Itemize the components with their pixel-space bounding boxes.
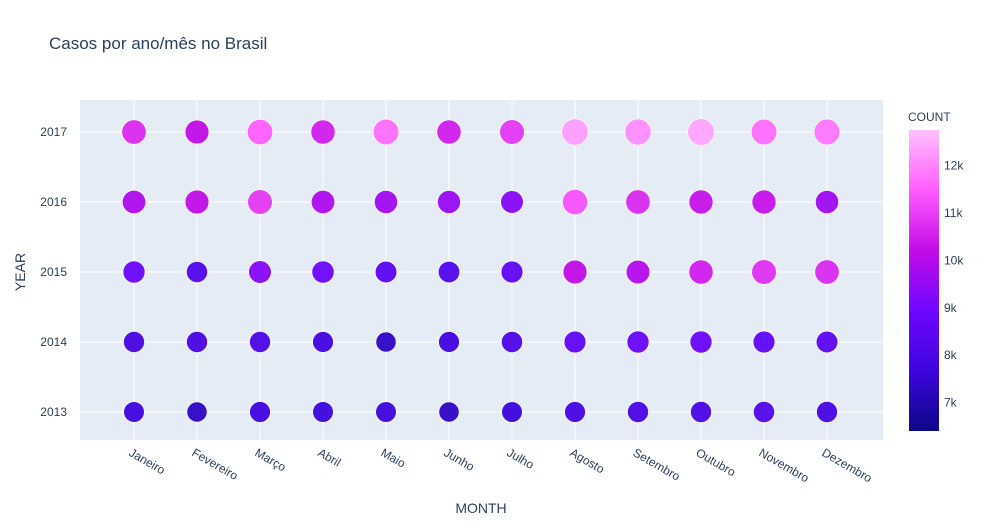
colorbar-tick-label: 8k — [944, 348, 958, 362]
colorbar — [909, 130, 939, 431]
y-tick-label: 2016 — [40, 195, 67, 209]
data-point — [687, 118, 715, 146]
data-point — [249, 331, 271, 353]
data-point — [123, 401, 145, 423]
data-point — [813, 118, 841, 146]
data-point — [375, 401, 397, 423]
data-point — [688, 189, 714, 215]
y-tick-label: 2017 — [40, 125, 67, 139]
data-point — [752, 330, 776, 354]
data-point — [184, 119, 210, 145]
data-point — [688, 259, 714, 285]
data-point — [310, 190, 335, 215]
data-point — [500, 260, 524, 284]
y-tick-label: 2014 — [40, 335, 67, 349]
data-point — [374, 260, 398, 284]
data-point — [186, 401, 208, 423]
data-point — [689, 330, 713, 354]
plot-area — [80, 100, 883, 440]
data-point — [814, 259, 840, 285]
x-tick-label: Julho — [505, 445, 537, 472]
y-axis-label: YEAR — [12, 253, 28, 291]
data-point — [562, 259, 588, 285]
data-point — [247, 189, 273, 215]
data-point — [311, 260, 335, 284]
data-point — [625, 259, 651, 285]
data-point — [751, 259, 777, 285]
data-point — [123, 331, 145, 353]
data-point — [438, 401, 460, 423]
x-tick-labels: Janeiro Fevereiro Março Abril Maio Junho Julho… — [127, 445, 875, 485]
data-point — [750, 118, 778, 146]
data-point — [438, 331, 460, 353]
data-point — [249, 401, 271, 423]
data-point — [563, 330, 587, 354]
data-point — [437, 260, 460, 283]
x-tick-label: Março — [253, 445, 289, 474]
data-point — [690, 401, 712, 423]
data-point — [625, 189, 651, 215]
data-point — [500, 190, 524, 214]
y-tick-label: 2015 — [40, 265, 67, 279]
data-point — [626, 330, 650, 354]
data-point — [186, 261, 208, 283]
data-point — [751, 189, 777, 215]
data-points — [121, 118, 841, 423]
x-tick-label: Dezembro — [820, 445, 875, 485]
data-point — [247, 119, 274, 146]
x-tick-label: Junho — [442, 445, 478, 474]
x-tick-label: Outubro — [694, 445, 739, 479]
y-tick-labels: 2013 2014 2015 2016 2017 — [40, 125, 67, 419]
x-tick-label: Janeiro — [127, 445, 168, 477]
colorbar-tick-labels: 7k 8k 9k 10k 11k 12k — [944, 159, 964, 410]
x-tick-label: Maio — [379, 445, 409, 470]
data-point — [501, 401, 523, 423]
data-point — [312, 401, 334, 423]
data-point — [184, 189, 210, 215]
data-point — [372, 118, 400, 146]
y-tick-label: 2013 — [40, 405, 67, 419]
data-point — [121, 119, 147, 145]
x-tick-label: Novembro — [757, 445, 812, 485]
colorbar-tick-label: 7k — [944, 396, 958, 410]
x-tick-label: Fevereiro — [190, 445, 241, 483]
data-point — [437, 190, 461, 214]
chart-title: Casos por ano/mês no Brasil — [49, 34, 268, 53]
x-axis-label: MONTH — [455, 500, 506, 516]
data-point — [122, 260, 146, 284]
data-point — [248, 260, 272, 284]
data-point — [310, 119, 336, 145]
colorbar-tick-label: 9k — [944, 301, 958, 315]
data-point — [436, 119, 462, 145]
data-point — [374, 190, 398, 214]
data-point — [564, 401, 586, 423]
data-point — [624, 118, 652, 146]
data-point — [753, 401, 775, 423]
x-tick-label: Agosto — [568, 445, 608, 476]
data-point — [501, 331, 523, 353]
data-point — [312, 331, 334, 353]
data-point — [627, 401, 649, 423]
data-point — [122, 190, 147, 215]
data-point — [562, 189, 588, 215]
colorbar-title: COUNT — [908, 110, 951, 124]
data-point — [375, 331, 397, 353]
data-point — [186, 331, 208, 353]
data-point — [499, 119, 525, 145]
colorbar-tick-label: 12k — [944, 159, 964, 173]
x-tick-label: Abril — [316, 445, 344, 469]
data-point — [816, 401, 838, 423]
data-point — [815, 190, 839, 214]
data-point — [561, 118, 589, 146]
colorbar-tick-label: 10k — [944, 253, 964, 267]
data-point — [815, 330, 839, 354]
x-tick-label: Setembro — [631, 445, 683, 483]
colorbar-tick-label: 11k — [944, 206, 963, 220]
